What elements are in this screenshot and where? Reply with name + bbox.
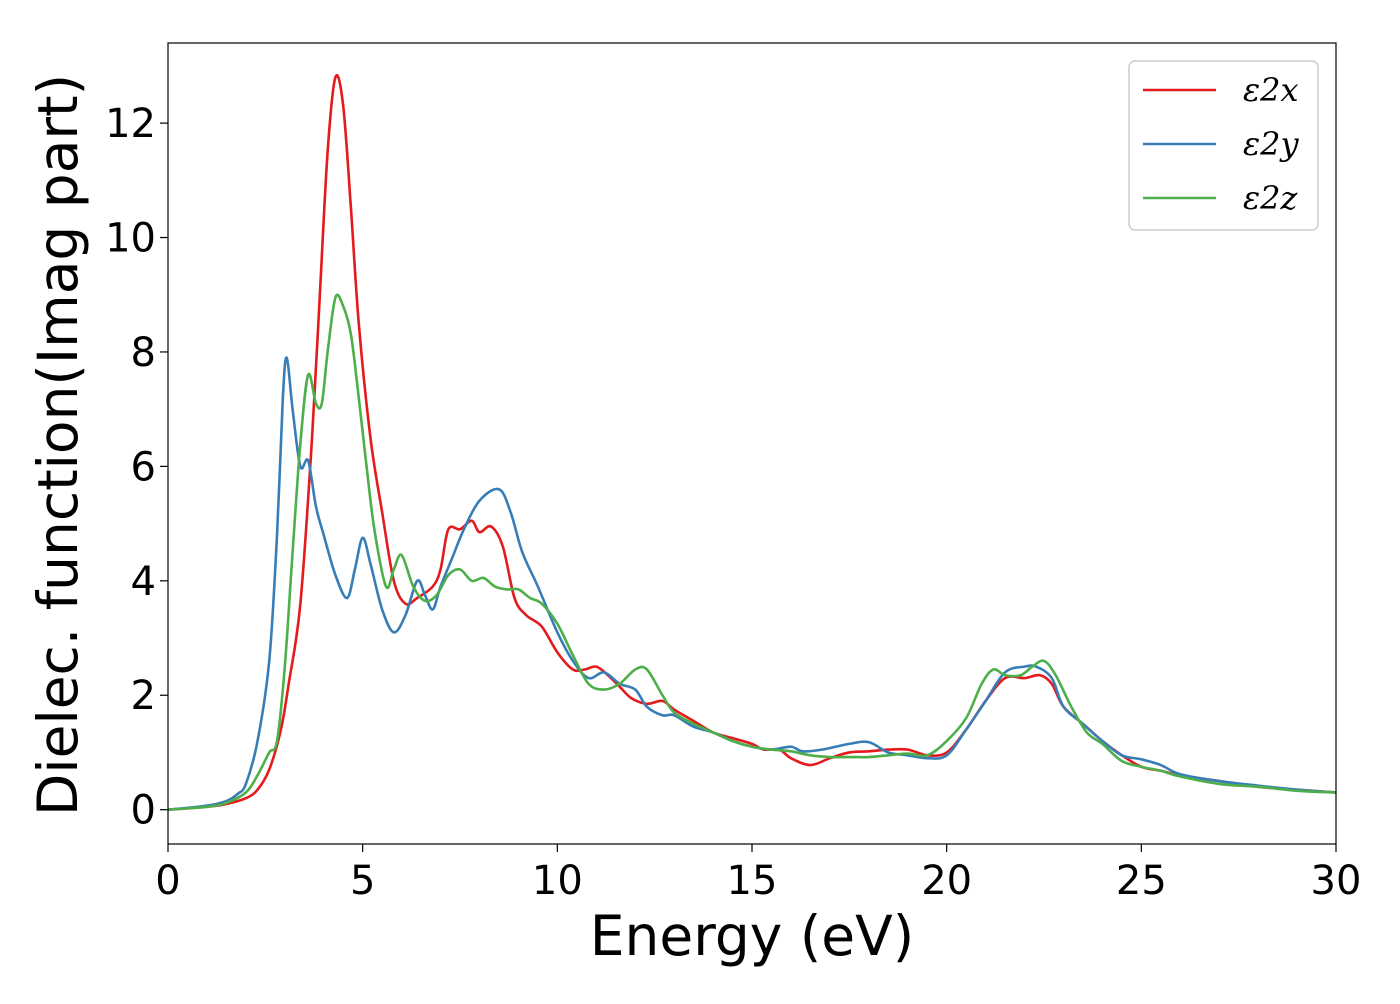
legend-label-3: ε2z <box>1243 179 1299 217</box>
series-line-1 <box>168 74 1336 811</box>
y-tick-label: 6 <box>131 444 156 490</box>
x-tick-label: 0 <box>155 858 180 904</box>
legend-label-2: ε2y <box>1243 125 1300 163</box>
x-tick-label: 15 <box>727 858 778 904</box>
x-tick-label: 30 <box>1311 858 1362 904</box>
y-axis: 0 2 4 6 8 10 12 <box>105 101 168 834</box>
legend-label-1: ε2x <box>1243 71 1299 109</box>
legend-frame <box>1128 60 1319 231</box>
y-tick-label: 0 <box>131 788 156 834</box>
y-tick-label: 10 <box>105 216 156 262</box>
plot-area <box>168 74 1336 811</box>
x-tick-label: 10 <box>532 858 583 904</box>
series-line-2 <box>168 356 1336 811</box>
y-tick-label: 12 <box>105 101 156 147</box>
y-tick-label: 4 <box>131 559 156 605</box>
series-line-3 <box>168 293 1336 811</box>
legend: ε2x ε2y ε2z <box>1128 60 1319 231</box>
x-axis: 0 5 10 15 20 25 30 <box>155 844 1361 904</box>
x-axis-title: Energy (eV) <box>590 904 914 968</box>
y-tick-label: 8 <box>131 330 156 376</box>
y-tick-label: 2 <box>131 673 156 719</box>
y-axis-title: Dielec. function(Imag part) <box>26 74 90 816</box>
x-tick-label: 5 <box>350 858 375 904</box>
x-tick-label: 25 <box>1116 858 1167 904</box>
x-tick-label: 20 <box>921 858 972 904</box>
